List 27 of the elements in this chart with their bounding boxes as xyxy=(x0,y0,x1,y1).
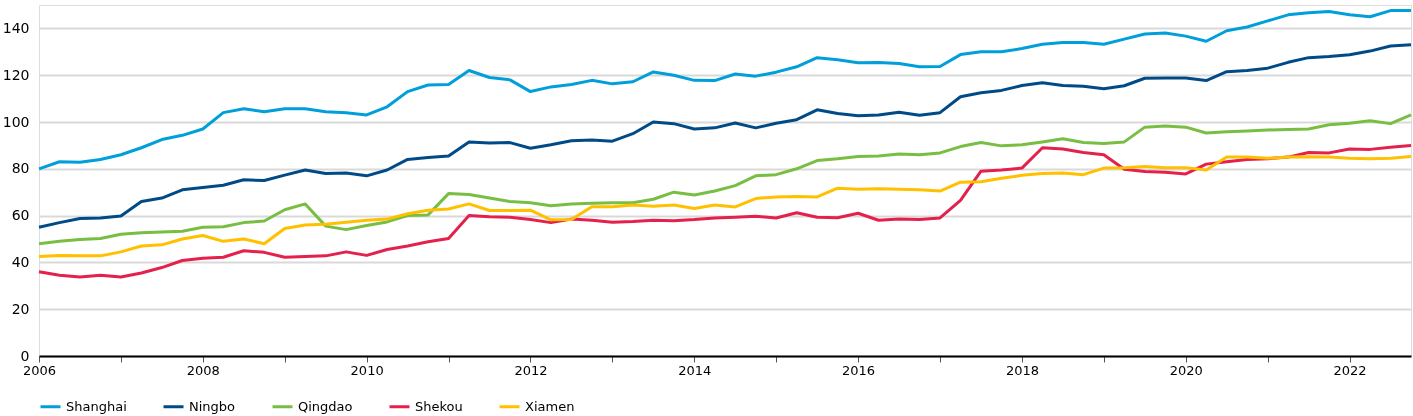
x-tick-label: 2006 xyxy=(22,362,57,378)
line-series xyxy=(37,143,1413,279)
y-tick-label: 120 xyxy=(2,66,30,83)
x-tick-label: 2010 xyxy=(350,362,384,378)
x-tick-label: 2012 xyxy=(514,362,548,378)
line-series xyxy=(37,43,1413,229)
x-tick-label: 2022 xyxy=(1333,362,1367,378)
x-tick-label: 2014 xyxy=(678,362,712,378)
x-tick-label: 2016 xyxy=(842,362,876,378)
line-series xyxy=(37,113,1413,246)
y-tick-label: 140 xyxy=(2,19,30,36)
line-series xyxy=(37,154,1413,259)
y-tick-label: 100 xyxy=(2,113,30,130)
y-tick-label: 40 xyxy=(11,253,30,270)
y-tick-label: 60 xyxy=(11,207,30,224)
line-series xyxy=(37,9,1413,171)
legend-label: Shanghai xyxy=(66,398,127,414)
legend-label: Ningbo xyxy=(189,398,236,414)
x-tick-label: 2018 xyxy=(1005,362,1039,378)
legend-label: Xiamen xyxy=(525,398,575,414)
legend-label: Qingdao xyxy=(298,398,353,414)
x-tick-label: 2008 xyxy=(186,362,220,378)
y-tick-label: 20 xyxy=(11,300,30,317)
x-tick-label: 2020 xyxy=(1169,362,1203,378)
y-tick-label: 0 xyxy=(20,347,30,364)
legend-label: Shekou xyxy=(415,398,463,414)
y-tick-label: 80 xyxy=(11,160,30,177)
